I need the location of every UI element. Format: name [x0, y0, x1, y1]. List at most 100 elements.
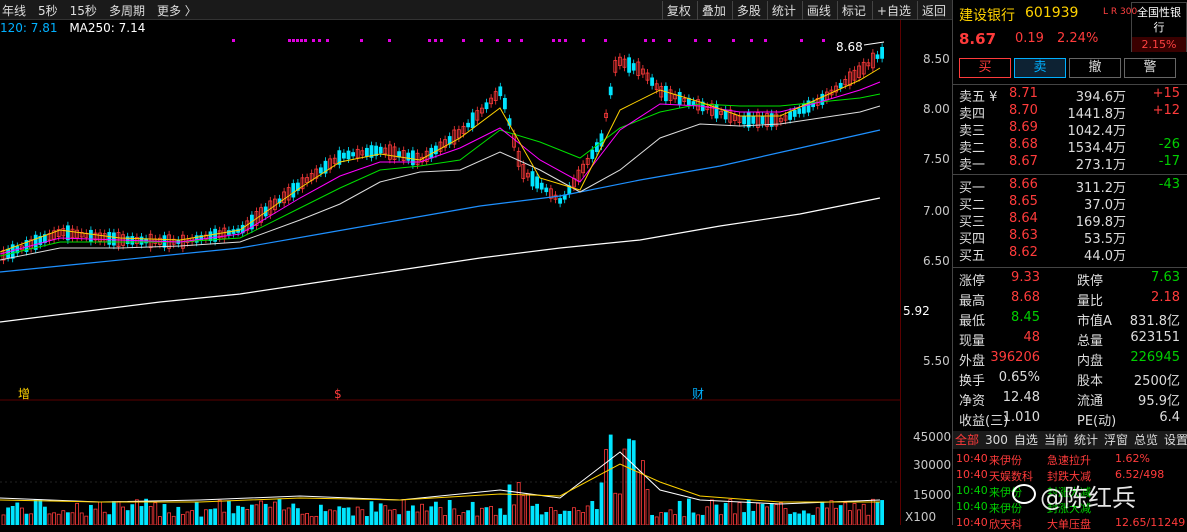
toolbar-left-2[interactable]: 15秒	[69, 4, 97, 18]
signal-dot	[604, 39, 607, 42]
toolbar-right-2[interactable]: 多股	[731, 1, 765, 20]
volume-bar	[687, 498, 691, 525]
sell-button[interactable]: 卖	[1014, 58, 1066, 78]
candle	[479, 107, 484, 114]
candle	[691, 101, 696, 106]
volume-bar	[208, 509, 213, 525]
buy-level-row[interactable]: 买五 8.62 44.0万	[953, 245, 1187, 264]
y-tick: 7.50	[923, 152, 950, 166]
volume-bar	[838, 505, 843, 525]
toolbar-left-0[interactable]: 年线	[2, 4, 27, 18]
buy-button[interactable]: 买	[959, 58, 1011, 78]
candle	[806, 100, 811, 113]
trade-buttons: 买 卖 撤 警	[959, 58, 1176, 78]
candle	[760, 116, 765, 124]
toolbar-left-1[interactable]: 5秒	[38, 4, 58, 18]
candle	[484, 102, 489, 110]
buy-level-row[interactable]: 买四 8.63 53.5万	[953, 228, 1187, 247]
candle	[203, 234, 208, 240]
volume-bar	[231, 513, 236, 525]
stat-row: 净资 12.48 流通 95.9亿	[953, 390, 1187, 410]
sector-box[interactable]: 全国性银行 2.15%	[1131, 2, 1187, 52]
candle	[636, 61, 641, 76]
buy-level-change: -43	[1158, 177, 1180, 192]
tab-4[interactable]: 统计	[1073, 433, 1098, 447]
volume-bar	[811, 514, 815, 525]
toolbar-right-7[interactable]: 返回	[916, 1, 950, 20]
sell-level-row[interactable]: 卖二 8.68 1534.4万 -26	[953, 137, 1187, 156]
tab-1[interactable]: 300	[985, 433, 1008, 447]
volume-bar	[75, 502, 79, 525]
tab-5[interactable]: 浮窗	[1103, 433, 1128, 447]
buy-level-row[interactable]: 买二 8.65 37.0万	[953, 194, 1187, 213]
buy-level-row[interactable]: 买三 8.64 169.8万	[953, 211, 1187, 230]
volume-bar	[526, 493, 530, 525]
candle	[107, 232, 112, 245]
ma20-line	[0, 81, 881, 255]
tab-6[interactable]: 总览	[1133, 433, 1158, 447]
candle	[24, 240, 29, 252]
alert-row[interactable]: 10:40 欣天科 大单压盘 12.65/11249	[953, 516, 1187, 532]
candle	[33, 234, 38, 250]
volume-bar	[236, 505, 241, 525]
stat-value: 6.4	[1159, 410, 1180, 425]
volume-bar	[199, 516, 204, 525]
signal-dots	[232, 39, 825, 42]
alert-row[interactable]: 10:40 来伊份 封涨大减	[953, 500, 1187, 516]
candle	[337, 150, 342, 165]
alert-button[interactable]: 警	[1124, 58, 1176, 78]
volume-bar	[213, 508, 218, 525]
signal-dot	[232, 39, 235, 42]
ma250-line	[0, 197, 881, 323]
vol-tick: 45000	[913, 430, 952, 444]
watermark: @陈红兵	[1040, 484, 1136, 512]
volume-bar	[203, 509, 208, 525]
candle	[521, 164, 526, 179]
stock-name[interactable]: 建设银行	[959, 8, 1015, 24]
stat-row: 最高 8.68 量比 2.18	[953, 290, 1187, 310]
toolbar-right-0[interactable]: 复权	[661, 1, 695, 20]
volume-bar	[857, 509, 861, 525]
tab-3[interactable]: 当前	[1043, 433, 1068, 447]
stat-value: 8.45	[1011, 310, 1040, 325]
event-marker-1[interactable]: 增	[18, 387, 30, 401]
candle	[93, 232, 98, 241]
volume-bar	[769, 503, 774, 525]
candle	[70, 228, 75, 239]
volume-bar	[190, 510, 195, 525]
candle	[475, 110, 480, 121]
buy-level-price: 8.62	[1009, 245, 1038, 260]
event-marker-2[interactable]: $	[334, 387, 342, 401]
alert-row[interactable]: 10:40 天娱数科 封跌大减 6.52/498	[953, 468, 1187, 484]
candle	[650, 77, 654, 86]
candle	[797, 108, 802, 114]
sell-level-row[interactable]: 卖三 8.69 1042.4万	[953, 120, 1187, 139]
volume-bar	[383, 505, 388, 525]
cancel-order-button[interactable]: 撤	[1069, 58, 1121, 78]
alert-row[interactable]: 10:40 来伊份 急速拉升 1.62%	[953, 452, 1187, 468]
toolbar-right-1[interactable]: 叠加	[696, 1, 730, 20]
toolbar-right-6[interactable]: +自选	[871, 1, 915, 20]
sell-level-row[interactable]: 卖一 8.67 273.1万 -17	[953, 154, 1187, 173]
buy-level-row[interactable]: 买一 8.66 311.2万 -43	[953, 177, 1187, 196]
toolbar-left-4[interactable]: 更多 〉	[156, 4, 197, 18]
volume-bar	[479, 507, 484, 525]
signal-dot	[462, 39, 465, 42]
toolbar-right-3[interactable]: 统计	[766, 1, 800, 20]
toolbar-right-5[interactable]: 标记	[836, 1, 870, 20]
tab-2[interactable]: 自选	[1013, 433, 1038, 447]
sell-level-name: 卖一	[959, 158, 986, 173]
toolbar-left-3[interactable]: 多周期	[108, 4, 145, 18]
sell-level-row[interactable]: 卖四 8.70 1441.8万 +12	[953, 103, 1187, 122]
volume-bar	[493, 514, 498, 525]
tab-0[interactable]: 全部	[955, 433, 980, 447]
vol-unit: X100	[905, 510, 937, 524]
tab-7[interactable]: 设置	[1164, 433, 1187, 447]
stat-label: 外盘	[959, 354, 986, 369]
kline-chart[interactable]: 8.68 增 $ 财	[0, 20, 900, 525]
toolbar-right-4[interactable]: 画线	[801, 1, 835, 20]
volume-bar	[866, 514, 871, 525]
sell-level-row[interactable]: 卖五 ¥ 8.71 394.6万 +15	[953, 86, 1187, 105]
volume-bar	[323, 511, 328, 525]
event-marker-3[interactable]: 财	[692, 387, 704, 401]
